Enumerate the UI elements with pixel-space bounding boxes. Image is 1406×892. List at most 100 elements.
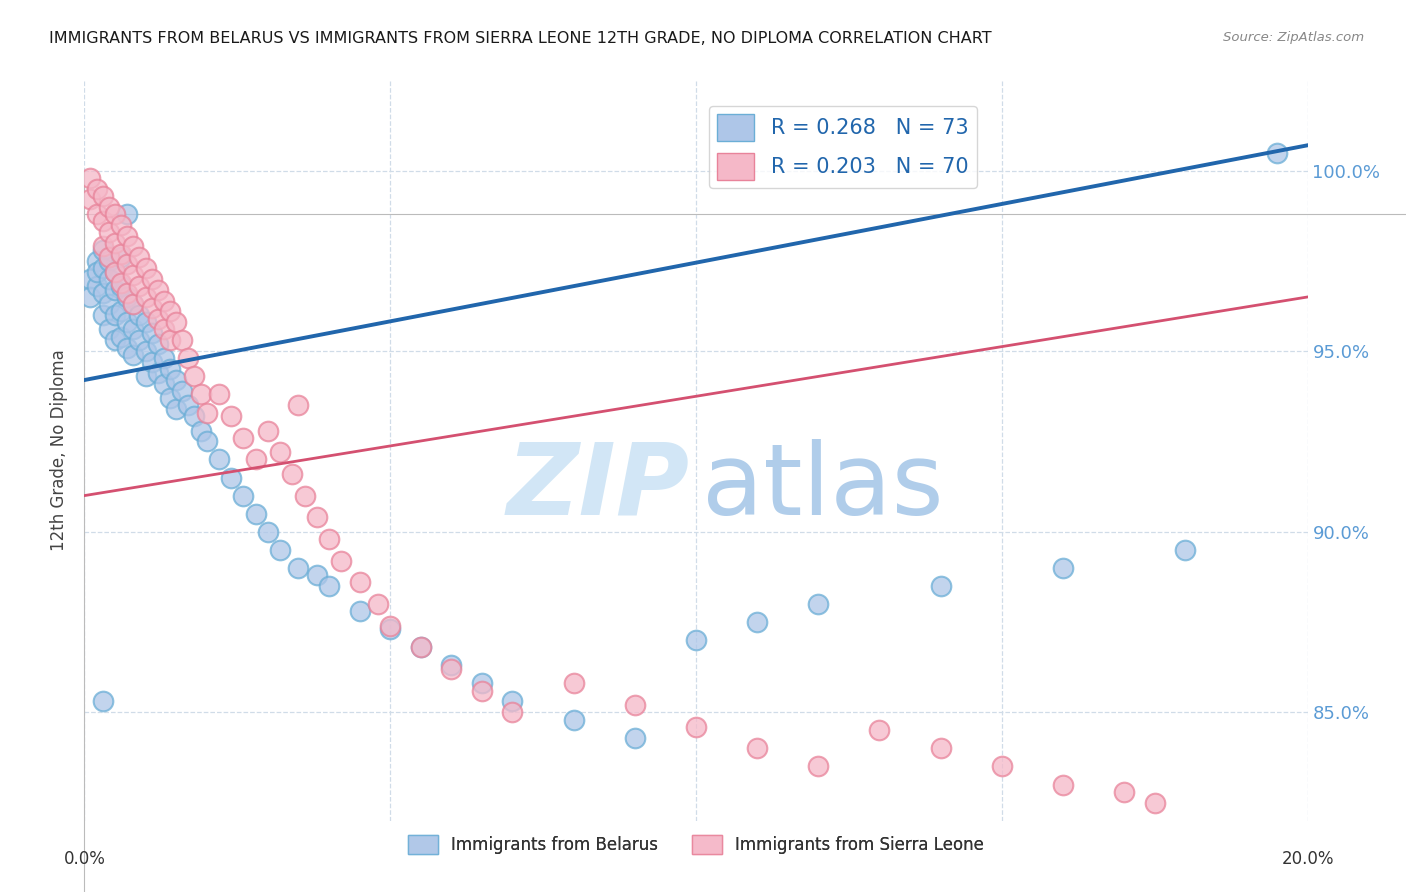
Point (1052, 561, 1074, 575)
Point (562, 676, 585, 690)
Point (624, 698, 647, 712)
Point (1052, 778, 1074, 792)
Point (86, 181, 108, 195)
Point (929, 741, 952, 756)
Point (245, 507, 267, 521)
Point (159, 391, 181, 405)
Point (380, 618, 402, 632)
Point (1174, 542, 1197, 557)
Point (287, 561, 309, 575)
Point (110, 250, 132, 264)
Point (190, 387, 212, 401)
Point (685, 633, 707, 648)
Point (104, 265, 127, 279)
Point (409, 640, 432, 655)
Point (219, 409, 242, 424)
Point (91, 214, 114, 228)
Point (110, 279, 132, 293)
Text: ZIP: ZIP (506, 439, 690, 536)
Point (257, 424, 280, 438)
Legend: Immigrants from Belarus, Immigrants from Sierra Leone: Immigrants from Belarus, Immigrants from… (401, 828, 991, 861)
Point (86, 253, 108, 268)
Point (232, 431, 254, 445)
Point (349, 575, 371, 590)
Point (97, 200, 120, 214)
Point (471, 676, 494, 690)
Text: 20.0%: 20.0% (1281, 849, 1334, 868)
Point (1143, 796, 1166, 810)
Point (86, 279, 108, 293)
Point (195, 434, 218, 449)
Point (91, 239, 114, 253)
Point (165, 401, 187, 416)
Point (135, 344, 157, 359)
Point (115, 228, 138, 243)
Point (330, 553, 353, 567)
Point (122, 348, 145, 362)
Point (91, 308, 114, 322)
Point (141, 272, 163, 286)
Point (79, 272, 101, 286)
Point (440, 662, 463, 676)
Point (685, 720, 707, 734)
Point (562, 713, 585, 727)
Point (502, 694, 524, 708)
Point (807, 597, 830, 611)
Point (146, 366, 169, 380)
Point (471, 683, 494, 698)
Point (122, 322, 145, 336)
Point (172, 384, 194, 398)
Point (305, 568, 328, 582)
Point (232, 489, 254, 503)
Point (104, 308, 127, 322)
Point (190, 424, 212, 438)
Point (97, 225, 120, 239)
Point (86, 265, 108, 279)
Point (110, 218, 132, 232)
Point (135, 369, 157, 384)
Point (165, 315, 187, 329)
Point (281, 467, 304, 481)
Point (115, 286, 138, 301)
Point (79, 290, 101, 304)
Point (115, 290, 138, 304)
Point (135, 261, 157, 276)
Point (159, 334, 181, 348)
Point (122, 297, 145, 311)
Point (104, 235, 127, 250)
Point (305, 510, 328, 524)
Point (172, 334, 194, 348)
Point (502, 706, 524, 720)
Point (380, 622, 402, 636)
Point (91, 243, 114, 257)
Point (153, 376, 176, 391)
Point (141, 326, 163, 340)
Point (409, 640, 432, 655)
Point (97, 250, 120, 264)
Point (177, 351, 200, 366)
Point (1114, 785, 1136, 799)
Text: 0.0%: 0.0% (63, 849, 105, 868)
Point (349, 604, 371, 618)
Point (195, 405, 218, 419)
Point (91, 261, 114, 276)
Point (159, 362, 181, 376)
Point (153, 322, 176, 336)
Point (747, 741, 769, 756)
Point (159, 304, 181, 318)
Point (97, 297, 120, 311)
Point (91, 694, 114, 708)
Point (110, 246, 132, 260)
Point (153, 293, 176, 308)
Point (153, 351, 176, 366)
Point (110, 276, 132, 290)
Point (208, 452, 231, 467)
Point (122, 268, 145, 283)
Point (110, 304, 132, 318)
Point (146, 283, 169, 297)
Point (183, 369, 205, 384)
Point (165, 373, 187, 387)
Point (183, 409, 205, 424)
Point (115, 315, 138, 329)
Text: atlas: atlas (702, 439, 943, 536)
